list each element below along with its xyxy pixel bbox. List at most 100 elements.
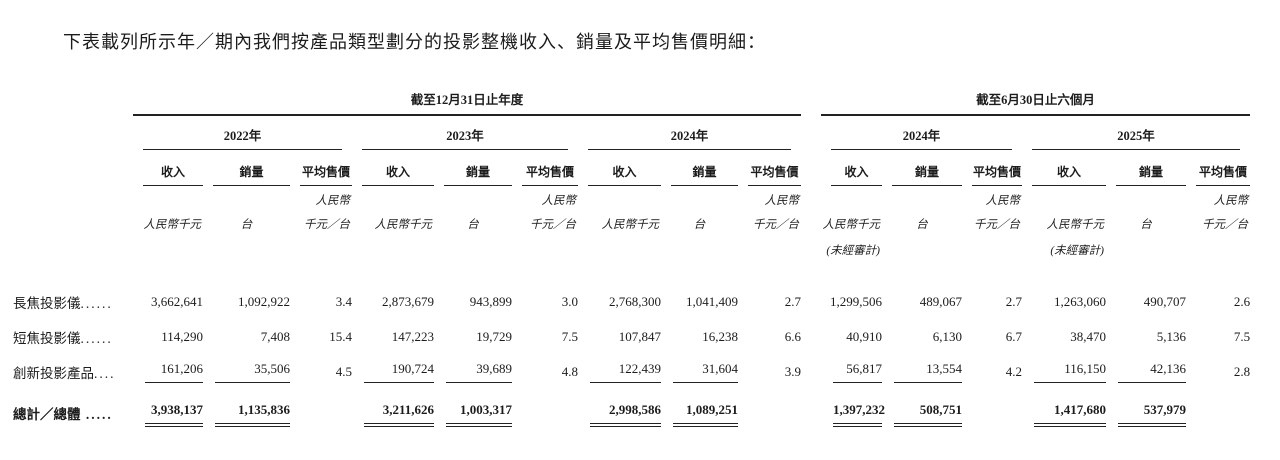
empty-cell — [512, 232, 578, 258]
empty-cell — [434, 232, 512, 258]
spacer-cell — [801, 319, 821, 354]
unaudited-note: (未經審計) — [826, 245, 881, 257]
empty-cell — [578, 186, 661, 208]
value-cell: 7.5 — [1233, 328, 1251, 344]
empty-cell — [738, 389, 801, 437]
row-label-text: 短焦投影儀 — [13, 330, 81, 346]
row-label: 短焦投影儀...... — [13, 319, 133, 354]
col-volume-label: 銷量 — [444, 163, 512, 186]
col-revenue-label: 收入 — [1032, 163, 1107, 186]
col-volume-label: 銷量 — [213, 163, 290, 186]
col-asp-label: 平均售價 — [1196, 163, 1251, 186]
col-revenue-label: 收入 — [831, 163, 883, 186]
value-cell: 116,150 — [1022, 354, 1107, 389]
col-asp-label: 平均售價 — [522, 163, 578, 186]
value-cell: 4.5 — [335, 363, 352, 379]
value-cell: 147,223 — [391, 328, 434, 344]
unit-asp: 千元／台 — [530, 219, 576, 231]
col-volume-label: 銷量 — [892, 163, 963, 186]
empty-cell — [661, 232, 738, 258]
col-asp-label: 平均售價 — [748, 163, 802, 186]
value-cell: 122,439 — [578, 354, 661, 389]
value-text: 1,397,232 — [833, 402, 885, 427]
spacer-cell — [801, 84, 821, 116]
empty-cell — [13, 186, 133, 208]
period-group-interim-label: 截至6月30日止六個月 — [821, 89, 1251, 116]
value-cell: 2.7 — [784, 293, 802, 309]
table-row-innovative: 創新投影產品.... 161,206 35,506 4.5 190,724 39… — [13, 354, 1250, 389]
dot-leader: ..... — [80, 407, 113, 422]
empty-cell — [882, 186, 962, 208]
value-cell: 114,290 — [161, 328, 203, 344]
spacer-cell — [801, 232, 821, 258]
value-cell: 190,724 — [352, 354, 434, 389]
unit-volume: 台 — [240, 219, 253, 231]
row-label: 長焦投影儀...... — [13, 284, 133, 319]
value-cell: 161,206 — [133, 354, 203, 389]
value-cell: 3,662,641 — [151, 293, 203, 309]
empty-cell — [290, 232, 352, 258]
spacer-cell — [801, 186, 821, 208]
unit-volume: 台 — [916, 219, 928, 231]
year-2023: 2023年 — [352, 116, 578, 150]
unit-volume: 台 — [1140, 219, 1152, 231]
unit-revenue: 人民幣千元 — [822, 219, 881, 231]
value-text: 1,417,680 — [1034, 402, 1107, 427]
value-text: 1,089,251 — [673, 402, 738, 427]
col-volume: 銷量 — [203, 150, 290, 186]
spacer-cell — [801, 208, 821, 232]
units-row-3: (未經審計) (未經審計) — [13, 232, 1250, 258]
unaudited-note: (未經審計) — [1050, 245, 1105, 257]
unit-asp-currency: 人民幣 — [1213, 195, 1249, 207]
col-asp: 平均售價 — [512, 150, 578, 186]
table-row-long-throw: 長焦投影儀...... 3,662,641 1,092,922 3.4 2,87… — [13, 284, 1250, 319]
value-cell: 2,768,300 — [609, 293, 661, 309]
value-text: 1,003,317 — [446, 402, 512, 427]
total-value-cell: 1,089,251 — [661, 389, 738, 437]
value-cell: 56,817 — [821, 354, 883, 389]
empty-cell — [434, 186, 512, 208]
value-text: 508,751 — [894, 402, 963, 427]
value-cell: 2.6 — [1233, 293, 1251, 309]
period-group-row: 截至12月31日止年度 截至6月30日止六個月 — [13, 84, 1251, 116]
empty-cell — [1106, 232, 1186, 258]
empty-cell — [821, 186, 882, 208]
empty-cell — [133, 232, 203, 258]
empty-cell — [352, 232, 434, 258]
value-cell: 40,910 — [846, 328, 883, 344]
row-label-text: 總計／總體 — [13, 407, 81, 422]
value-text: 3,211,626 — [364, 402, 434, 427]
value-text: 122,439 — [590, 361, 661, 383]
year-2023-label: 2023年 — [362, 125, 568, 150]
period-group-annual-label: 截至12月31日止年度 — [133, 89, 802, 116]
value-text: 190,724 — [364, 361, 434, 383]
unit-asp: 千元／台 — [974, 219, 1021, 231]
col-volume: 銷量 — [661, 150, 738, 186]
total-value-cell: 1,003,317 — [434, 389, 512, 437]
col-volume: 銷量 — [882, 150, 963, 186]
col-revenue: 收入 — [133, 150, 203, 186]
value-text: 161,206 — [145, 361, 203, 383]
value-cell: 2.7 — [1005, 293, 1023, 309]
spacer-cell — [801, 150, 821, 186]
period-group-interim: 截至6月30日止六個月 — [821, 84, 1251, 116]
unit-volume: 台 — [467, 219, 479, 231]
empty-cell — [13, 84, 133, 116]
unit-revenue: 人民幣千元 — [143, 219, 202, 231]
value-text: 13,554 — [894, 361, 963, 383]
col-volume-label: 銷量 — [671, 163, 738, 186]
value-text: 31,604 — [673, 361, 738, 383]
total-value-cell: 1,417,680 — [1022, 389, 1107, 437]
empty-cell — [203, 186, 290, 208]
value-cell: 2.8 — [1233, 363, 1251, 379]
col-asp: 平均售價 — [962, 150, 1023, 186]
value-cell: 4.2 — [1005, 363, 1023, 379]
units-row-1: 人民幣 人民幣 人民幣 人民幣 人民幣 — [13, 186, 1250, 208]
interim-2025-label: 2025年 — [1032, 125, 1241, 150]
value-cell: 42,136 — [1106, 354, 1187, 389]
unit-revenue: 人民幣千元 — [1046, 219, 1105, 231]
unit-asp: 千元／台 — [1202, 219, 1249, 231]
empty-cell — [962, 232, 1022, 258]
value-cell: 5,136 — [1156, 328, 1187, 344]
row-label-text: 長焦投影儀 — [13, 295, 81, 311]
